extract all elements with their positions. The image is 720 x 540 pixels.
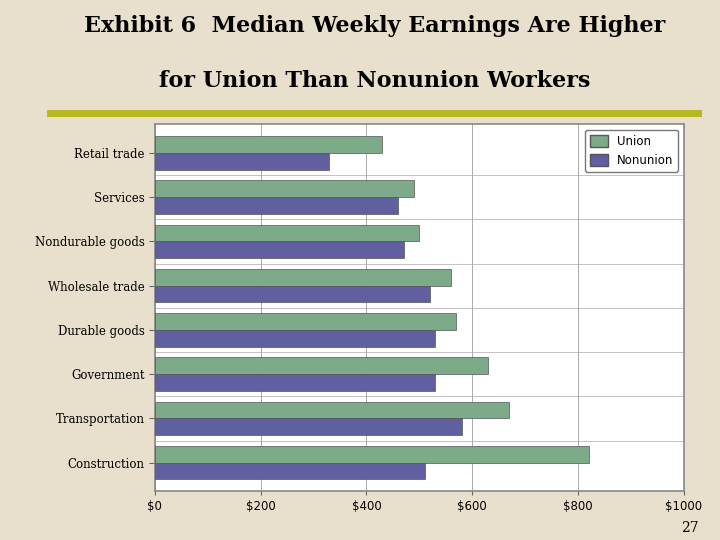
Bar <box>155 197 398 214</box>
Bar <box>155 241 403 258</box>
Bar <box>155 330 436 347</box>
Bar <box>155 286 430 302</box>
Bar <box>155 446 589 463</box>
Bar <box>155 463 425 480</box>
Legend: Union, Nonunion: Union, Nonunion <box>585 130 678 172</box>
Bar <box>155 402 509 418</box>
Text: for Union Than Nonunion Workers: for Union Than Nonunion Workers <box>158 70 590 92</box>
Bar <box>155 374 436 391</box>
Bar <box>155 269 451 286</box>
Bar <box>155 225 419 241</box>
Bar <box>155 418 462 435</box>
Text: 27: 27 <box>681 521 698 535</box>
Bar <box>155 153 330 170</box>
Bar <box>155 313 456 330</box>
Bar <box>155 357 488 374</box>
Bar <box>155 136 382 153</box>
Text: Exhibit 6  Median Weekly Earnings Are Higher: Exhibit 6 Median Weekly Earnings Are Hig… <box>84 15 665 37</box>
Bar <box>155 180 414 197</box>
